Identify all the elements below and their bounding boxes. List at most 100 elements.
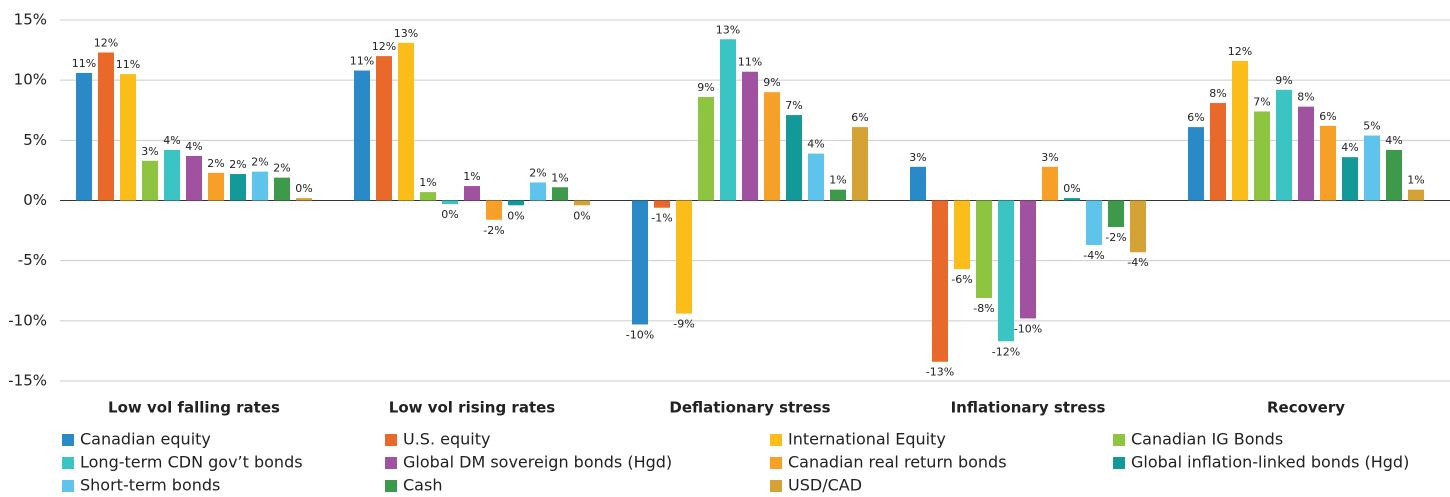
data-label: 0% [1063,182,1080,195]
bar [764,92,780,201]
legend-swatch [1113,434,1125,446]
bar [1130,200,1146,253]
legend-swatch [770,480,782,492]
legend-label: Global inflation-linked bonds (Hgd) [1131,453,1409,472]
data-label: 1% [829,174,846,187]
bar [1064,198,1080,201]
bar [1020,200,1036,319]
data-label: 11% [350,55,374,68]
data-label: -10% [1014,322,1042,335]
data-label: 3% [909,151,926,164]
data-label: 3% [141,145,158,158]
bar [296,198,312,201]
legend-label: Canadian equity [80,430,211,449]
bar [676,200,692,314]
y-tick-label: -15% [8,372,47,390]
bar [1342,157,1358,201]
data-label: 8% [1297,91,1314,104]
bar [574,200,590,206]
bar [1408,189,1424,201]
bar [120,74,136,201]
bar [420,192,436,201]
bar [1364,135,1380,201]
data-label: -4% [1127,256,1148,269]
data-label: 1% [419,176,436,189]
legend-label: USD/CAD [788,476,862,495]
data-label: 13% [716,23,740,36]
legend-label: Long-term CDN gov’t bonds [80,453,303,472]
bar [808,153,824,201]
bar [998,200,1014,342]
bar [1276,89,1292,201]
legend-label: International Equity [788,430,946,449]
data-label: 11% [738,56,762,69]
bar [1042,166,1058,201]
bar [786,115,802,201]
data-label: 13% [394,27,418,40]
bar [742,71,758,201]
data-label: -9% [673,318,694,331]
legend-swatch [385,457,397,469]
data-label: 2% [251,156,268,169]
data-label: 3% [1041,151,1058,164]
bar [932,200,948,362]
legend-swatch [1113,457,1125,469]
y-tick-label: 15% [14,11,47,29]
bar [910,166,926,201]
bar [1232,60,1248,201]
data-label: -2% [483,224,504,237]
bar [552,187,568,201]
data-label: 2% [229,158,246,171]
bar [654,200,670,208]
legend-swatch [770,457,782,469]
x-tick-label: Low vol rising rates [389,399,556,417]
bar [186,155,202,201]
bar [1086,200,1102,246]
data-label: 0% [573,209,590,222]
bar [1298,106,1314,201]
data-label: 1% [551,171,568,184]
bar [442,200,458,205]
data-label: 11% [116,58,140,71]
bar [530,182,546,201]
bar [1108,200,1124,227]
bar [1386,149,1402,201]
data-label: 1% [463,170,480,183]
data-label: 2% [273,162,290,175]
bar [720,39,736,201]
data-label: 9% [697,81,714,94]
y-tick-label: -5% [18,251,47,269]
data-label: 4% [185,140,202,153]
data-label: 9% [1275,74,1292,87]
data-label: 0% [507,209,524,222]
y-tick-label: 5% [23,131,47,149]
bar [464,186,480,201]
data-label: 5% [1363,120,1380,133]
data-label: 0% [295,182,312,195]
data-label: 6% [851,111,868,124]
y-tick-label: 10% [14,71,47,89]
bar [376,56,392,201]
legend-swatch [62,480,74,492]
data-label: -10% [626,328,654,341]
data-label: 12% [94,36,118,49]
data-label: 9% [763,76,780,89]
data-label: -1% [651,212,672,225]
bar [852,127,868,201]
bar [976,200,992,298]
legend-swatch [62,434,74,446]
bar [698,97,714,201]
bar [1254,111,1270,201]
legend-label: Canadian real return bonds [788,453,1007,472]
legend-swatch [770,434,782,446]
y-tick-label: -10% [8,311,47,329]
data-label: 0% [441,208,458,221]
y-tick-label: 0% [23,191,47,209]
data-label: 7% [1253,95,1270,108]
data-label: -4% [1083,249,1104,262]
data-label: 4% [1341,141,1358,154]
bar [230,174,246,201]
bar [208,172,224,201]
data-label: -13% [926,366,954,379]
x-tick-label: Recovery [1267,399,1345,417]
